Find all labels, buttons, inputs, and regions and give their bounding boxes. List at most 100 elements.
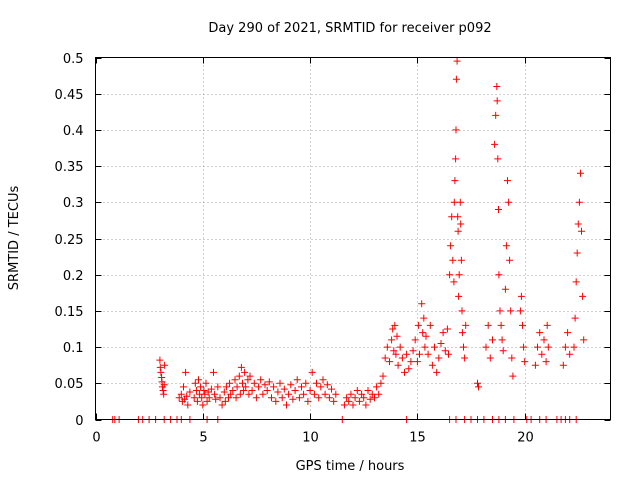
data-point: [396, 343, 404, 351]
data-point: [456, 198, 464, 206]
data-point: [407, 358, 415, 366]
data-point: [413, 358, 421, 366]
data-point: [391, 321, 399, 329]
data-point: [501, 285, 509, 293]
data-point: [300, 390, 308, 398]
data-point: [439, 329, 447, 337]
data-point: [157, 368, 165, 376]
data-point: [192, 387, 200, 394]
data-point: [193, 397, 201, 405]
x-axis-label: GPS time / hours: [296, 459, 405, 474]
data-point: [403, 350, 411, 358]
data-point: [421, 343, 429, 351]
data-point: [211, 390, 219, 398]
data-point: [453, 57, 461, 65]
data-point: [244, 376, 252, 384]
data-point: [159, 387, 167, 394]
data-point: [160, 390, 168, 398]
data-point: [426, 321, 434, 329]
data-point: [416, 350, 423, 358]
data-point: [353, 387, 361, 394]
data-point: [197, 383, 205, 391]
x-tick-label: 5: [199, 431, 207, 446]
data-point: [330, 397, 338, 405]
data-point: [198, 394, 206, 402]
data-point: [454, 227, 462, 235]
data-point: [195, 376, 202, 384]
data-point: [202, 379, 210, 387]
data-point: [276, 379, 284, 387]
data-point: [203, 397, 211, 405]
data-point: [498, 336, 506, 344]
data-point: [263, 387, 271, 394]
data-point: [536, 329, 544, 337]
data-point: [437, 340, 445, 347]
data-point: [531, 361, 539, 369]
data-point: [398, 354, 406, 362]
data-point: [394, 361, 402, 369]
data-point: [191, 379, 199, 387]
data-point: [205, 394, 213, 402]
data-point: [240, 387, 248, 394]
data-point: [214, 383, 222, 391]
data-point: [242, 383, 250, 391]
y-tick-label: 0.5: [63, 52, 84, 67]
data-point: [250, 379, 258, 387]
data-point: [216, 394, 224, 402]
data-point: [210, 368, 217, 376]
data-point: [428, 361, 436, 369]
data-point: [448, 213, 456, 221]
data-point: [455, 271, 463, 279]
data-point: [227, 390, 235, 398]
data-point: [285, 390, 293, 398]
data-point: [328, 385, 335, 393]
data-point: [222, 383, 230, 391]
x-tick-label: 15: [409, 431, 426, 446]
data-point: [571, 314, 579, 322]
data-point: [183, 392, 191, 400]
data-point: [310, 390, 318, 398]
data-point: [257, 376, 265, 384]
data-point: [160, 381, 168, 389]
data-point: [321, 390, 329, 398]
data-point: [204, 388, 212, 396]
data-point: [268, 394, 275, 402]
data-point: [542, 358, 550, 366]
data-point: [313, 379, 320, 387]
data-point: [449, 256, 457, 264]
data-points: [109, 57, 588, 423]
data-point: [239, 379, 246, 387]
data-point: [418, 300, 426, 308]
data-point: [489, 336, 496, 344]
data-point: [580, 336, 588, 344]
grid-lines: [95, 57, 611, 420]
data-point: [274, 388, 282, 396]
data-point: [232, 394, 240, 402]
data-point: [291, 387, 299, 394]
data-point: [226, 379, 234, 387]
data-point: [577, 169, 584, 177]
data-point: [507, 307, 515, 315]
data-point: [180, 383, 187, 391]
data-point: [445, 350, 452, 358]
data-point: [255, 383, 263, 391]
data-point: [212, 395, 220, 403]
data-point: [521, 358, 529, 366]
data-point: [457, 220, 465, 228]
data-point: [231, 376, 239, 384]
data-point: [493, 83, 501, 90]
data-point: [351, 394, 359, 402]
data-point: [499, 347, 507, 355]
data-point: [302, 379, 310, 387]
data-point: [280, 385, 288, 393]
y-tick-label: 0.1: [63, 341, 84, 356]
data-point: [441, 347, 449, 355]
data-point: [431, 343, 438, 351]
y-tick-label: 0.2: [63, 269, 84, 284]
data-point: [332, 390, 340, 398]
y-tick-label: 0.05: [55, 377, 84, 392]
data-point: [474, 379, 481, 387]
data-point: [349, 401, 357, 409]
data-point: [272, 397, 280, 405]
data-point: [306, 387, 314, 394]
